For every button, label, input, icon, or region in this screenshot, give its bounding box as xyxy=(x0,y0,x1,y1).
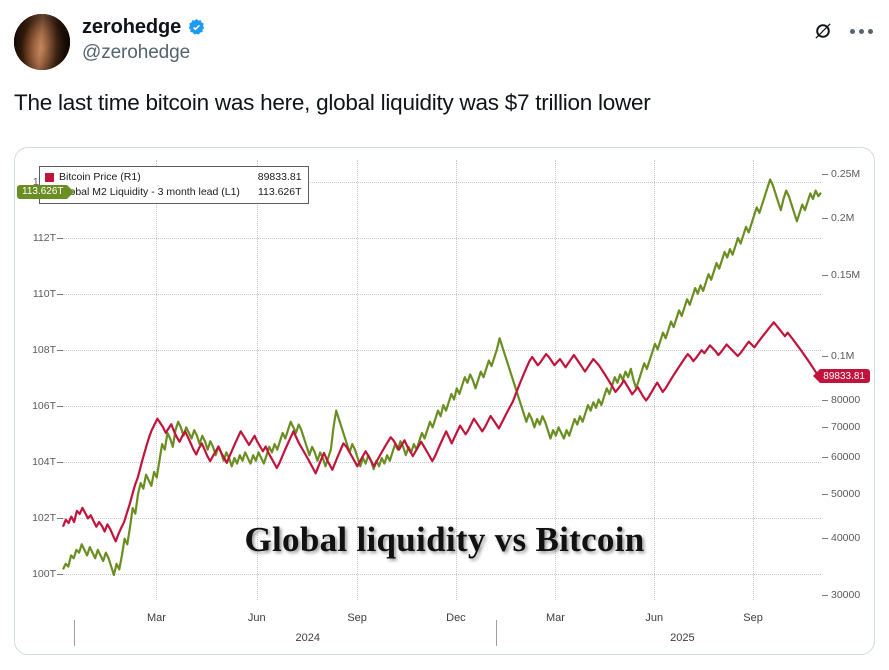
right-axis-value-badge: 89833.81 xyxy=(818,369,870,384)
legend-label-m2: Global M2 Liquidity - 3 month lead (L1) xyxy=(59,186,240,199)
avatar[interactable] xyxy=(14,14,70,70)
author-block: zerohedge @zerohedge xyxy=(82,14,206,64)
right-axis-tick: 0.2M xyxy=(831,212,855,225)
left-axis-tick: 110T xyxy=(32,288,56,301)
left-axis-tick: 104T xyxy=(32,456,56,469)
grid-line-horizontal xyxy=(63,238,821,240)
grid-line-vertical xyxy=(555,160,557,600)
left-tick-mark xyxy=(57,574,63,576)
left-axis-tick: 108T xyxy=(32,344,56,357)
x-axis-tick: Sep xyxy=(743,612,763,624)
grid-line-vertical xyxy=(455,160,457,600)
grid-line-vertical xyxy=(357,160,359,600)
grid-line-horizontal xyxy=(63,462,821,464)
right-axis-tick: 40000 xyxy=(831,532,861,545)
grid-line-vertical xyxy=(156,160,158,600)
x-axis-tick: Jun xyxy=(645,612,664,624)
right-axis-tick: 80000 xyxy=(831,394,861,407)
left-tick-mark xyxy=(57,350,63,352)
x-axis-tick: Dec xyxy=(446,612,466,624)
legend-swatch-bitcoin xyxy=(45,172,54,182)
grid-line-horizontal xyxy=(63,294,821,296)
left-axis-labels: 100T102T104T106T108T110T112T114T xyxy=(15,148,63,654)
tweet-text: The last time bitcoin was here, global l… xyxy=(14,90,651,115)
grid-line-horizontal xyxy=(63,350,821,352)
right-tick-mark xyxy=(822,493,828,495)
left-axis-tick: 100T xyxy=(32,568,56,581)
right-axis-tick: 60000 xyxy=(831,451,861,464)
right-tick-mark xyxy=(822,426,828,428)
right-tick-mark xyxy=(822,538,828,540)
display-name[interactable]: zerohedge xyxy=(82,16,182,38)
left-tick-mark xyxy=(57,238,63,240)
left-tick-mark xyxy=(57,518,63,520)
grid-line-vertical xyxy=(654,160,656,600)
right-axis-tick: 0.1M xyxy=(831,349,855,362)
legend-value-m2: 113.626T xyxy=(257,186,302,199)
avatar-shading xyxy=(14,14,70,70)
left-tick-mark xyxy=(57,462,63,464)
year-separator xyxy=(495,620,497,646)
grid-line-horizontal xyxy=(63,574,821,576)
grid-line-vertical xyxy=(256,160,258,600)
right-axis-tick: 0.15M xyxy=(831,269,861,282)
grid-line-horizontal xyxy=(63,182,821,184)
chart-legend: Bitcoin Price (R1) 89833.81 Global M2 Li… xyxy=(39,166,309,205)
right-tick-mark xyxy=(822,400,828,402)
right-tick-mark xyxy=(822,595,828,597)
author-name-row: zerohedge xyxy=(82,16,206,39)
right-tick-mark xyxy=(822,218,828,220)
dot-2 xyxy=(859,28,864,34)
verified-badge-icon xyxy=(188,18,205,35)
chart-watermark: Global liquidity vs Bitcoin xyxy=(244,520,645,559)
series-lines xyxy=(63,160,821,600)
left-axis-tick: 106T xyxy=(32,400,56,413)
plot-area xyxy=(63,160,821,600)
x-axis-year: 2025 xyxy=(670,632,695,644)
x-axis-tick: Mar xyxy=(545,612,565,624)
chart-canvas: 100T102T104T106T108T110T112T114T 3000040… xyxy=(15,148,874,654)
left-axis-value-badge: 113.626T xyxy=(17,184,69,199)
series-line-bitcoin xyxy=(63,322,821,541)
dot-1 xyxy=(850,28,855,34)
legend-value-bitcoin: 89833.81 xyxy=(257,171,302,183)
author-handle[interactable]: @zerohedge xyxy=(82,42,191,63)
grok-glyph xyxy=(815,23,831,39)
right-tick-mark xyxy=(822,173,828,175)
chart-card[interactable]: 100T102T104T106T108T110T112T114T 3000040… xyxy=(14,147,875,655)
more-options-icon[interactable] xyxy=(850,28,873,34)
right-axis-tick: 0.25M xyxy=(831,167,861,180)
year-separator xyxy=(74,620,76,646)
legend-item-m2: Global M2 Liquidity - 3 month lead (L1) … xyxy=(45,185,302,199)
dot-3 xyxy=(868,28,873,34)
right-axis-tick: 30000 xyxy=(831,589,861,602)
tweet-header: zerohedge @zerohedge xyxy=(0,0,889,70)
left-tick-mark xyxy=(57,406,63,408)
left-axis-tick: 102T xyxy=(32,512,56,525)
left-axis-tick: 112T xyxy=(32,232,56,245)
series-line-m2 xyxy=(63,179,821,574)
right-axis-tick: 50000 xyxy=(831,487,861,500)
right-axis-tick: 70000 xyxy=(831,420,861,433)
right-tick-mark xyxy=(822,275,828,277)
x-axis-tick: Jun xyxy=(247,612,266,624)
grid-line-vertical xyxy=(753,160,755,600)
x-axis-tick: Mar xyxy=(146,612,166,624)
right-tick-mark xyxy=(822,355,828,357)
right-tick-mark xyxy=(822,457,828,459)
legend-item-bitcoin: Bitcoin Price (R1) 89833.81 xyxy=(45,170,302,184)
legend-label-bitcoin: Bitcoin Price (R1) xyxy=(59,171,141,183)
x-axis-tick: Sep xyxy=(347,612,367,624)
header-actions xyxy=(812,20,873,42)
right-axis-labels: 30000 40000 50000 60000 70000 80000 0.1M 0.15M 0… xyxy=(821,148,874,654)
grid-line-horizontal xyxy=(63,518,821,520)
left-tick-mark xyxy=(57,294,63,296)
grok-icon[interactable] xyxy=(812,20,834,42)
x-axis-year: 2024 xyxy=(295,632,320,644)
